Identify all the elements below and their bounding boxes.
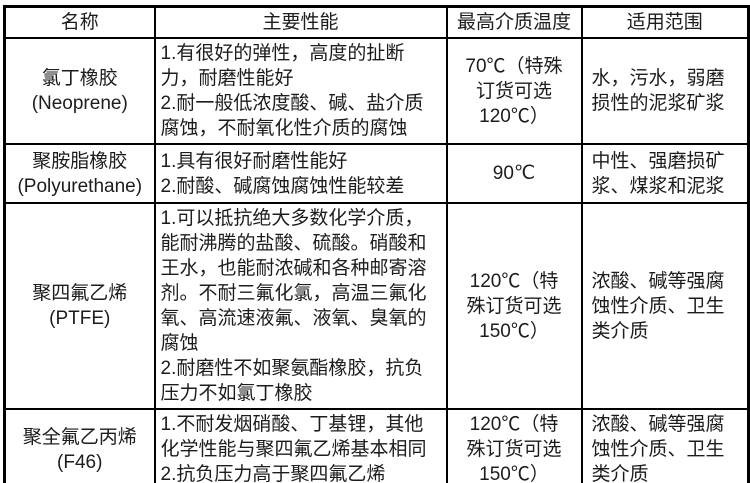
- table-header-row: 名称 主要性能 最高介质温度 适用范围: [3, 5, 750, 39]
- property-item-2: 2.耐酸、碱腐蚀腐蚀性能较差: [160, 175, 405, 197]
- property-item-2: 2.耐磨性不如聚氨酯橡胶，抗负压力不如氯丁橡胶: [160, 358, 424, 404]
- main-properties-cell: 1.具有很好耐磨性能好 2.耐酸、碱腐蚀腐蚀性能较差: [153, 143, 448, 204]
- table-row-f46: 聚全氟乙丙烯 (F46) 1.不耐发烟硝酸、丁基锂，其他化学性能与聚四氟乙烯基本…: [3, 408, 750, 483]
- table-row-polyurethane: 聚胺脂橡胶 (Polyurethane) 1.具有很好耐磨性能好 2.耐酸、碱腐…: [3, 143, 750, 204]
- main-properties-cell: 1.有很好的弹性，高度的扯断力，耐磨性能好 2.耐一般低浓度酸、碱、盐介质腐蚀，…: [153, 37, 448, 145]
- property-item-1: 1.有很好的弹性，高度的扯断力，耐磨性能好: [160, 43, 405, 89]
- property-item-1: 1.不耐发烟硝酸、丁基锂，其他化学性能与聚四氟乙烯基本相同: [160, 414, 427, 460]
- material-name-cn: 聚全氟乙丙烯: [22, 426, 137, 448]
- property-item-2: 2.耐一般低浓度酸、碱、盐介质腐蚀，不耐氧化性介质的腐蚀: [160, 93, 424, 139]
- material-name-en: (PTFE): [49, 308, 111, 329]
- property-item-1: 1.可以抵抗绝大多数化学介质，能耐沸腾的盐酸、硫酸。硝酸和王水，也能耐浓碱和各种…: [160, 208, 427, 354]
- max-temperature-cell: 90℃: [445, 143, 583, 204]
- material-name-cell: 聚胺脂橡胶 (Polyurethane): [3, 143, 156, 204]
- table-row-ptfe: 聚四氟乙烯 (PTFE) 1.可以抵抗绝大多数化学介质，能耐沸腾的盐酸、硫酸。硝…: [3, 202, 750, 410]
- column-header-name: 名称: [3, 5, 156, 39]
- applicable-range-cell: 浓酸、碱等强腐蚀性介质、卫生类介质: [580, 408, 750, 483]
- applicable-range-cell: 水，污水，弱磨损性的泥浆矿浆: [580, 37, 750, 145]
- material-name-en: (Polyurethane): [17, 175, 143, 197]
- applicable-range-cell: 浓酸、碱等强腐蚀性介质、卫生类介质: [580, 202, 750, 410]
- column-header-main-properties: 主要性能: [153, 5, 448, 39]
- material-name-cn: 聚四氟乙烯: [32, 283, 128, 304]
- material-name-cn: 聚胺脂橡胶: [32, 150, 128, 172]
- material-comparison-table: 名称 主要性能 最高介质温度 适用范围 氯丁橡胶 (Neoprene) 1.有很…: [3, 5, 750, 483]
- applicable-range-cell: 中性、强磨损矿浆、煤浆和泥浆: [580, 143, 750, 204]
- main-properties-cell: 1.不耐发烟硝酸、丁基锂，其他化学性能与聚四氟乙烯基本相同 2.抗负压力高于聚四…: [153, 408, 448, 483]
- material-name-en: (Neoprene): [31, 93, 128, 114]
- material-name-cn: 氯丁橡胶: [41, 68, 118, 89]
- material-name-cell: 聚全氟乙丙烯 (F46): [3, 408, 156, 483]
- column-header-applicable-range: 适用范围: [580, 5, 750, 39]
- max-temperature-cell: 120℃（特殊订货可选150℃）: [445, 408, 583, 483]
- material-name-cell: 氯丁橡胶 (Neoprene): [3, 37, 156, 145]
- max-temperature-cell: 70℃（特殊订货可选120℃）: [445, 37, 583, 145]
- table-row-neoprene: 氯丁橡胶 (Neoprene) 1.有很好的弹性，高度的扯断力，耐磨性能好 2.…: [3, 37, 750, 145]
- column-header-max-medium-temperature: 最高介质温度: [445, 5, 583, 39]
- property-item-1: 1.具有很好耐磨性能好: [160, 150, 348, 172]
- property-item-2: 2.抗负压力高于聚四氟乙烯: [160, 464, 386, 483]
- max-temperature-cell: 120℃（特殊订货可选150℃）: [445, 202, 583, 410]
- material-name-cell: 聚四氟乙烯 (PTFE): [3, 202, 156, 410]
- main-properties-cell: 1.可以抵抗绝大多数化学介质，能耐沸腾的盐酸、硫酸。硝酸和王水，也能耐浓碱和各种…: [153, 202, 448, 410]
- material-name-en: (F46): [57, 451, 103, 473]
